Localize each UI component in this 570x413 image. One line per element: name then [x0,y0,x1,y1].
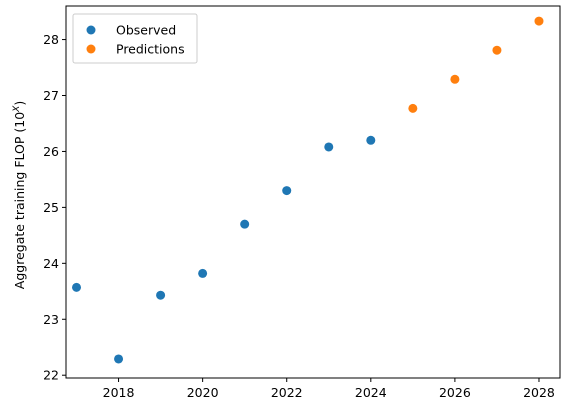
y-axis-label-exponent: X [12,105,22,113]
y-tick-label: 22 [43,368,59,383]
plot-area [65,5,561,379]
y-tick-label: 23 [43,312,59,327]
legend: Observed Predictions [72,13,198,64]
y-tick-label: 27 [43,88,59,103]
y-tick-label: 26 [43,144,59,159]
y-axis-ticks: 22 23 24 25 26 27 28 [43,32,66,383]
x-tick-label: 2020 [187,385,219,400]
x-tick-label: 2022 [271,385,303,400]
x-tick-label: 2028 [523,385,555,400]
point-observed [324,142,334,152]
point-predictions [408,103,418,113]
x-axis-ticks: 2018 2020 2022 2024 2026 2028 [103,378,555,400]
point-predictions [534,16,544,26]
legend-marker-predictions [86,44,96,54]
point-predictions [492,45,502,55]
y-axis-label-end: ) [12,101,27,106]
point-observed [198,268,208,278]
data-points [72,16,544,364]
point-observed [366,135,376,145]
legend-box [72,13,198,64]
axes-frame [65,5,561,379]
point-predictions [450,74,460,84]
y-axis-label: Aggregate training FLOP (10X) [12,101,27,289]
point-observed [156,290,166,300]
point-observed [240,219,250,229]
point-observed [282,186,292,196]
legend-label-observed: Observed [116,23,176,38]
point-observed [114,354,124,364]
legend-label-predictions: Predictions [116,42,185,57]
y-tick-label: 24 [43,256,59,271]
x-tick-label: 2018 [103,385,135,400]
x-tick-label: 2024 [355,385,387,400]
legend-marker-observed [86,25,96,35]
y-tick-label: 28 [43,32,59,47]
x-tick-label: 2026 [439,385,471,400]
point-observed [72,282,82,292]
y-axis-label-main: Aggregate training FLOP (10 [12,112,27,289]
y-tick-label: 25 [43,200,59,215]
